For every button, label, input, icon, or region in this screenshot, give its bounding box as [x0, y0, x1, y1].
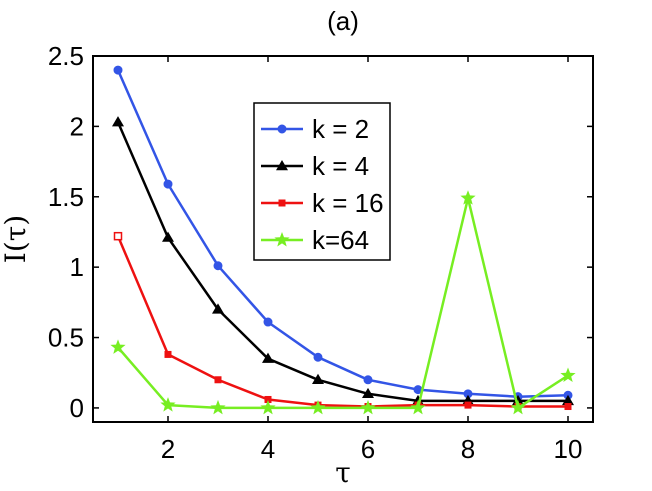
data-point	[113, 231, 123, 241]
series-line	[116, 235, 568, 408]
data-point	[162, 231, 174, 242]
legend-marker	[277, 124, 287, 134]
data-point	[510, 399, 526, 415]
data-point	[464, 401, 472, 409]
legend-marker	[276, 160, 288, 171]
x-tick-label: 8	[461, 434, 475, 464]
x-tick-label: 2	[161, 434, 175, 464]
legend-item: k = 16	[261, 188, 384, 218]
data-point	[410, 399, 426, 415]
legend: k = 2 k = 4 k = 16 k=64	[253, 102, 391, 261]
data-point	[560, 367, 576, 382]
chart-title: (a)	[327, 6, 359, 36]
y-tick-label: 1.5	[48, 182, 84, 212]
data-point	[562, 394, 574, 406]
series-line	[117, 196, 569, 410]
series-line	[116, 69, 569, 398]
data-point	[213, 261, 223, 271]
data-point	[113, 65, 123, 75]
data-point	[164, 350, 172, 358]
data-point	[212, 303, 224, 314]
data-point	[264, 395, 272, 403]
data-point	[210, 399, 226, 415]
y-axis-title: I(τ)	[0, 215, 32, 263]
data-point	[312, 373, 324, 384]
data-point	[112, 116, 124, 127]
legend-item: k=64	[261, 225, 369, 255]
y-axis: 0 0.5 1 1.5 2 2.5	[48, 41, 593, 423]
legend-marker	[278, 199, 286, 207]
x-tick-label: 4	[261, 434, 275, 464]
series-layer	[110, 65, 576, 415]
data-point	[160, 397, 176, 412]
data-point	[214, 376, 222, 384]
x-tick-label: 6	[361, 434, 375, 464]
y-tick-label: 2	[70, 111, 84, 141]
y-tick-label: 1	[70, 252, 84, 282]
series-0	[113, 65, 573, 402]
legend-label: k = 2	[312, 114, 369, 144]
data-point	[163, 179, 173, 189]
x-axis-title: τ	[335, 456, 351, 489]
y-tick-label: 2.5	[48, 41, 84, 71]
legend-marker	[274, 232, 290, 247]
data-point	[310, 399, 326, 415]
data-point	[313, 352, 323, 362]
x-tick-label: 10	[554, 434, 583, 464]
legend-item: k = 4	[261, 151, 369, 181]
y-tick-label: 0.5	[48, 323, 84, 353]
data-point	[110, 339, 126, 354]
data-point	[263, 317, 273, 327]
legend-label: k=64	[312, 225, 369, 255]
series-3	[110, 190, 576, 415]
y-tick-label: 0	[70, 393, 84, 423]
series-line	[116, 121, 568, 403]
data-point	[460, 190, 476, 205]
x-axis: 2 4 6 8 10	[161, 56, 583, 464]
data-point	[362, 387, 374, 399]
legend-label: k = 16	[312, 188, 384, 218]
legend-label: k = 4	[312, 151, 369, 181]
data-point	[262, 352, 274, 363]
data-point	[260, 399, 276, 415]
data-point	[360, 399, 376, 415]
data-point	[564, 403, 572, 411]
legend-item: k = 2	[261, 114, 369, 144]
data-point	[363, 375, 373, 385]
